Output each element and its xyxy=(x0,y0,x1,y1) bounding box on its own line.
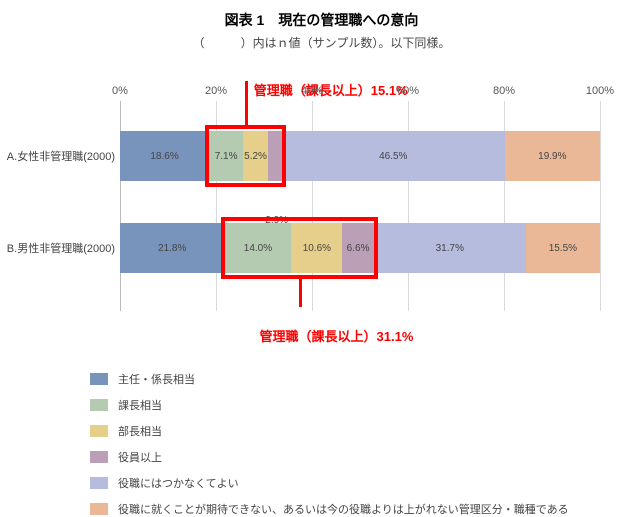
axis-tick: 100% xyxy=(586,85,614,97)
bar-segment: 10.6% xyxy=(291,223,342,273)
legend-swatch xyxy=(90,503,108,515)
legend-swatch xyxy=(90,477,108,489)
legend-item: 役員以上 xyxy=(90,449,643,465)
legend-label: 主任・係長相当 xyxy=(118,371,195,387)
bar-segment: 46.5% xyxy=(282,131,505,181)
legend-item: 主任・係長相当 xyxy=(90,371,643,387)
bar-segment: 14.0% xyxy=(224,223,291,273)
bar-segment: 19.9% xyxy=(505,131,600,181)
row-label-b: B.男性非管理職(2000) xyxy=(0,240,115,256)
legend-item: 課長相当 xyxy=(90,397,643,413)
callout-line-a xyxy=(245,81,248,125)
legend: 主任・係長相当課長相当部長相当役員以上役職にはつかなくてよい役職に就くことが期待… xyxy=(90,371,643,517)
legend-label: 部長相当 xyxy=(118,423,162,439)
bar-segment: 5.2% xyxy=(243,131,268,181)
chart-subtitle: （ ）内はｎ値（サンプル数）。以下同様。 xyxy=(0,34,643,51)
legend-label: 課長相当 xyxy=(118,397,162,413)
legend-label: 役員以上 xyxy=(118,449,162,465)
legend-swatch xyxy=(90,425,108,437)
axis-tick: 60% xyxy=(397,85,419,97)
bar-segment: 18.6% xyxy=(120,131,209,181)
bar-segment xyxy=(268,131,282,181)
callout-line-b xyxy=(299,275,302,307)
bar-segment: 7.1% xyxy=(209,131,243,181)
chart-title: 図表 1 現在の管理職への意向 xyxy=(0,10,643,30)
row-label-a: A.女性非管理職(2000) xyxy=(0,148,115,164)
bar-segment: 6.6% xyxy=(342,223,374,273)
bar-segment: 21.8% xyxy=(120,223,224,273)
legend-item: 役職に就くことが期待できない、あるいは今の役職よりは上がれない管理区分・職種であ… xyxy=(90,501,643,517)
legend-item: 部長相当 xyxy=(90,423,643,439)
legend-item: 役職にはつかなくてよい xyxy=(90,475,643,491)
legend-swatch xyxy=(90,373,108,385)
x-axis: 0%20%40%60%80%100% xyxy=(120,81,600,101)
bar-row-b: B.男性非管理職(2000) 21.8%14.0%10.6%6.6%31.7%1… xyxy=(120,223,600,273)
legend-swatch xyxy=(90,451,108,463)
bar-segment: 31.7% xyxy=(374,223,526,273)
axis-tick: 0% xyxy=(112,85,128,97)
bar-row-a: A.女性非管理職(2000) 18.6%7.1%5.2%46.5%19.9% xyxy=(120,131,600,181)
axis-tick: 80% xyxy=(493,85,515,97)
legend-swatch xyxy=(90,399,108,411)
legend-label: 役職に就くことが期待できない、あるいは今の役職よりは上がれない管理区分・職種であ… xyxy=(118,501,569,517)
axis-tick: 20% xyxy=(205,85,227,97)
bar-segment: 15.5% xyxy=(526,223,600,273)
legend-label: 役職にはつかなくてよい xyxy=(118,475,239,491)
bars-region: A.女性非管理職(2000) 18.6%7.1%5.2%46.5%19.9% B… xyxy=(120,131,600,341)
chart-area: 0%20%40%60%80%100% A.女性非管理職(2000) 18.6%7… xyxy=(120,81,600,341)
axis-tick: 40% xyxy=(301,85,323,97)
